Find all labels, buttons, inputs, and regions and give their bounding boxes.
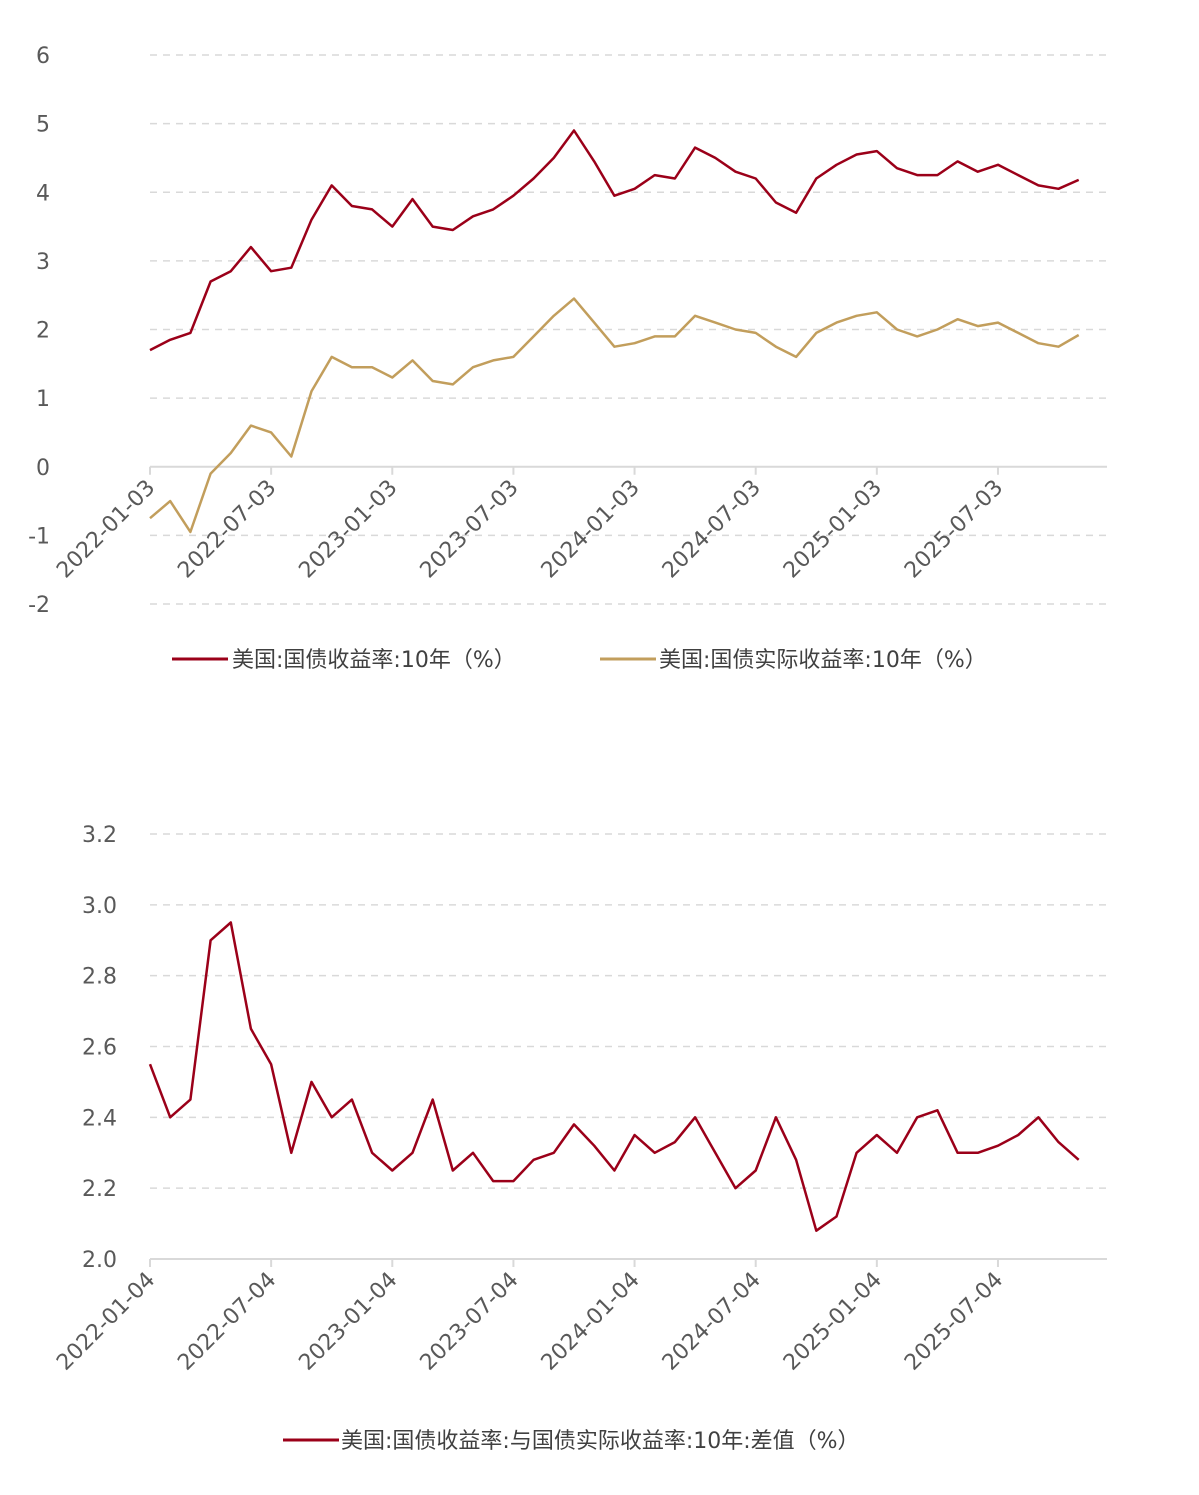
top-legend: 美国:国债收益率:10年（%） 美国:国债实际收益率:10年（%） bbox=[172, 648, 987, 673]
x-tick-label: 2022-01-03 bbox=[52, 475, 160, 583]
y-tick-label: 3 bbox=[36, 250, 50, 275]
y-tick-label: 3.2 bbox=[82, 823, 117, 848]
series-line-0 bbox=[150, 131, 1079, 351]
y-tick-label: 1 bbox=[36, 387, 50, 412]
series-line-0 bbox=[150, 923, 1079, 1231]
y-tick-label: 2 bbox=[36, 319, 50, 344]
x-tick-label: 2025-01-04 bbox=[779, 1268, 887, 1376]
y-tick-label: 2.8 bbox=[82, 965, 117, 990]
x-tick-label: 2024-01-04 bbox=[537, 1268, 645, 1376]
y-tick-label: 3.0 bbox=[82, 894, 117, 919]
x-tick-label: 2024-01-03 bbox=[537, 475, 645, 583]
y-tick-label: 2.6 bbox=[82, 1036, 117, 1061]
x-tick-label: 2023-07-03 bbox=[416, 475, 524, 583]
x-tick-label: 2024-07-04 bbox=[658, 1268, 766, 1376]
bottom-legend: 美国:国债收益率:与国债实际收益率:10年:差值（%） bbox=[283, 1429, 860, 1454]
x-tick-label: 2023-07-04 bbox=[416, 1268, 524, 1376]
y-tick-label: 6 bbox=[36, 44, 50, 69]
y-tick-label: 2.0 bbox=[82, 1248, 117, 1273]
x-tick-label: 2022-07-04 bbox=[173, 1268, 281, 1376]
legend-label-real: 美国:国债实际收益率:10年（%） bbox=[659, 648, 987, 673]
x-tick-label: 2025-07-03 bbox=[900, 475, 1008, 583]
x-tick-label: 2024-07-03 bbox=[658, 475, 766, 583]
x-tick-label: 2025-07-04 bbox=[900, 1268, 1008, 1376]
x-tick-label: 2023-01-04 bbox=[294, 1268, 402, 1376]
y-tick-label: 2.2 bbox=[82, 1177, 117, 1202]
legend-label-spread: 美国:国债收益率:与国债实际收益率:10年:差值（%） bbox=[341, 1429, 860, 1454]
y-tick-label: 0 bbox=[36, 456, 50, 481]
x-tick-label: 2023-01-03 bbox=[294, 475, 402, 583]
y-tick-label: 5 bbox=[36, 113, 50, 138]
y-tick-label: -2 bbox=[28, 593, 50, 618]
x-tick-label: 2025-01-03 bbox=[779, 475, 887, 583]
y-tick-label: -1 bbox=[28, 524, 50, 549]
legend-label-nominal: 美国:国债收益率:10年（%） bbox=[232, 648, 516, 673]
y-tick-label: 4 bbox=[36, 181, 50, 206]
x-tick-label: 2022-01-04 bbox=[52, 1268, 160, 1376]
y-tick-label: 2.4 bbox=[82, 1106, 117, 1131]
